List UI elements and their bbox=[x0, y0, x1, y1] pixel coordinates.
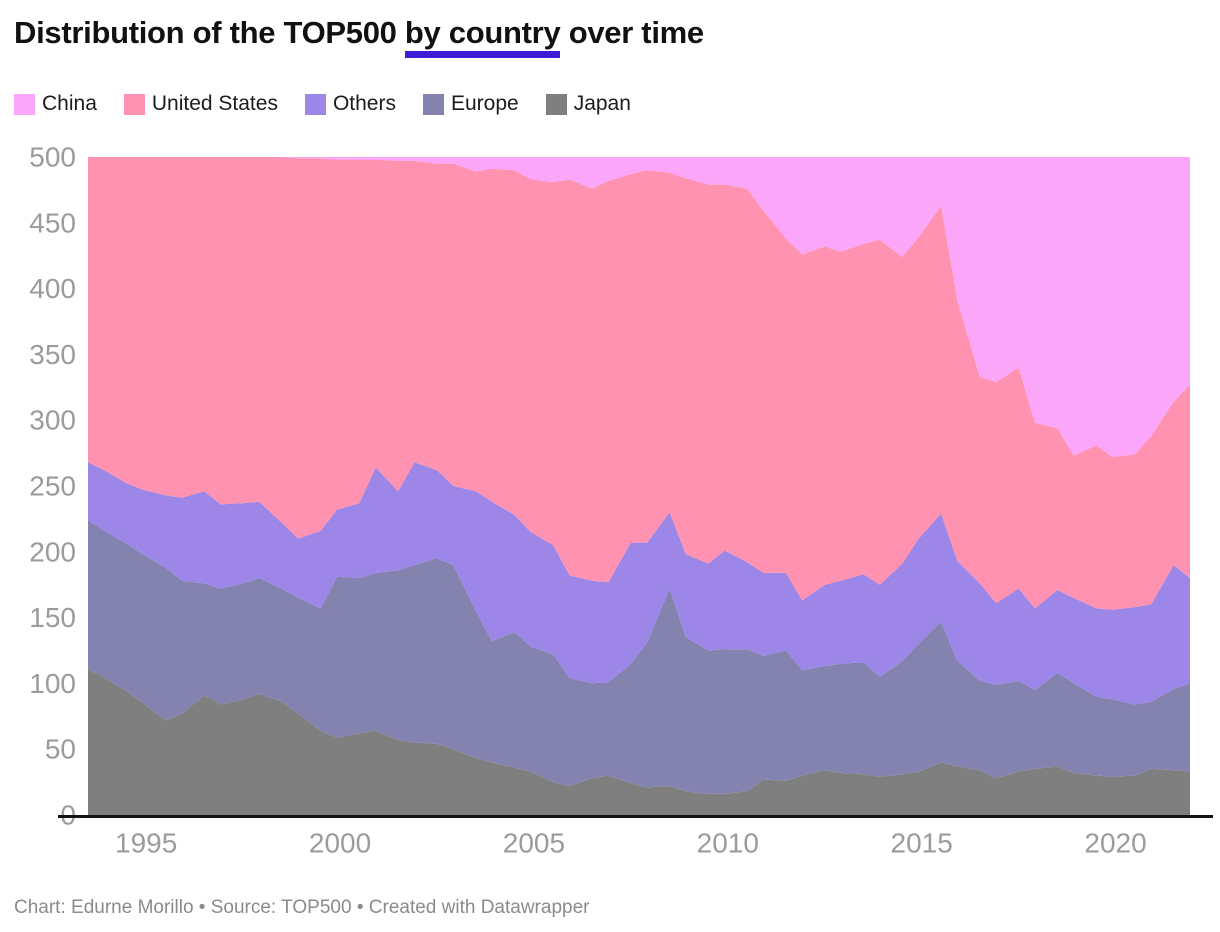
footer-credit: Chart: Edurne Morillo • Source: TOP500 •… bbox=[14, 897, 590, 918]
legend-label: United States bbox=[151, 92, 278, 115]
legend-swatch-china bbox=[14, 93, 35, 115]
y-axis-tick-label: 300 bbox=[29, 405, 76, 436]
legend-label: Japan bbox=[573, 92, 631, 115]
legend-swatch-others bbox=[304, 93, 326, 115]
title-prefix: Distribution of the TOP500 bbox=[14, 15, 405, 50]
y-axis-tick-label: 350 bbox=[29, 339, 76, 370]
stacked-area-chart: 0501001502002503003504004505001995200020… bbox=[0, 140, 1220, 870]
y-axis-tick-label: 150 bbox=[29, 602, 76, 633]
y-axis-tick-label: 400 bbox=[29, 273, 76, 304]
area-band-japan[interactable] bbox=[88, 668, 1190, 815]
legend-item-japan: Japan bbox=[545, 92, 631, 116]
page-title: Distribution of the TOP500 by country ov… bbox=[14, 12, 704, 58]
y-axis-tick-label: 500 bbox=[29, 142, 76, 173]
legend-item-others: Others bbox=[304, 92, 396, 116]
y-axis-tick-label: 450 bbox=[29, 207, 76, 238]
y-axis-tick-label: 200 bbox=[29, 536, 76, 567]
y-axis-tick-label: 50 bbox=[45, 734, 76, 765]
legend-item-united-states: United States bbox=[123, 92, 278, 116]
legend-item-europe: Europe bbox=[422, 92, 519, 116]
area-band-united-states[interactable] bbox=[88, 157, 1190, 610]
y-axis-tick-label: 100 bbox=[29, 668, 76, 699]
legend-label: Others bbox=[332, 92, 396, 115]
title-suffix: over time bbox=[560, 15, 704, 50]
area-band-china[interactable] bbox=[88, 157, 1190, 457]
area-band-others[interactable] bbox=[88, 462, 1190, 705]
x-axis-tick-label: 2005 bbox=[503, 828, 565, 859]
legend-swatch-europe bbox=[422, 93, 444, 115]
legend: China United States Others Europe Japan bbox=[14, 92, 631, 116]
legend-label: Europe bbox=[450, 92, 519, 115]
y-axis-tick-label: 250 bbox=[29, 471, 76, 502]
area-band-europe[interactable] bbox=[88, 520, 1190, 794]
legend-label: China bbox=[42, 92, 97, 115]
x-axis-tick-label: 2020 bbox=[1084, 828, 1146, 859]
x-axis-tick-label: 2015 bbox=[891, 828, 953, 859]
x-axis-tick-label: 2000 bbox=[309, 828, 371, 859]
x-axis-tick-label: 1995 bbox=[115, 828, 177, 859]
legend-swatch-japan bbox=[545, 93, 567, 115]
chart-svg: 0501001502002503003504004505001995200020… bbox=[29, 142, 1213, 859]
legend-swatch-united-states bbox=[123, 93, 145, 115]
x-axis-tick-label: 2010 bbox=[697, 828, 759, 859]
title-highlight-underlined: by country bbox=[404, 15, 561, 58]
legend-item-china: China bbox=[14, 92, 97, 116]
